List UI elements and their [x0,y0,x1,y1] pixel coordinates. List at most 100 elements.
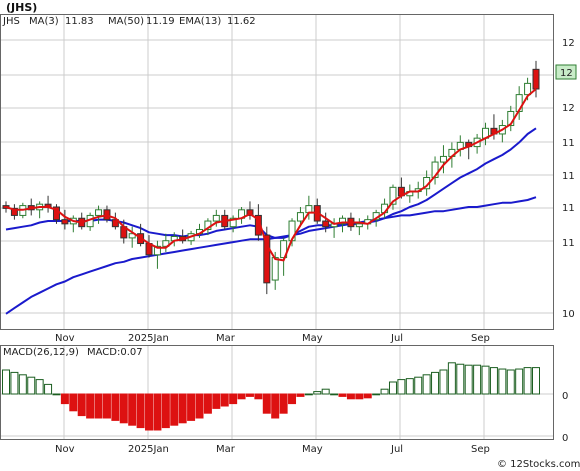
y-tick-label: 12 [562,103,575,114]
y-tick-label: 11 [562,171,575,182]
macd-bar [405,378,414,395]
candle-body [128,233,136,239]
candle-body [439,155,447,163]
x-axis-bottom: Nov 2025Jan Mar May Jul Sep [55,444,490,455]
x-tick-label: Jul [390,333,403,344]
candle [296,207,304,227]
candle [280,237,288,276]
candle [128,226,136,248]
candle [10,204,18,220]
macd-bar [515,368,524,395]
candle [322,212,330,233]
candle [95,205,103,224]
candle [111,212,119,230]
macd-bar [481,365,490,395]
macd-bar [212,393,221,409]
legend-ema-label: EMA(13) [179,16,221,27]
macd-legend-value: MACD:0.07 [87,347,143,358]
candle-body [61,219,69,225]
x-tick-label: May [302,333,323,344]
candle-body [10,207,18,216]
macd-bar [102,393,111,419]
macd-bar [313,391,322,395]
legend-symbol: JHS [2,16,20,27]
macd-legend-label: MACD(26,12,9) [3,347,79,358]
macd-bar [532,367,540,395]
macd-bar [338,393,347,397]
macd-bar [346,393,355,400]
candle [439,145,447,174]
candle-body [212,214,220,222]
price-y-axis: 12 12 11 11 11 11 10 12 [555,38,577,320]
last-price-badge [555,64,577,80]
macd-histogram [2,362,540,431]
macd-bar [473,364,482,395]
macd-bar [170,393,179,426]
macd-bar [203,393,212,414]
candle [246,201,254,220]
y-tick-label: 12 [562,38,575,49]
macd-bar [523,367,532,395]
macd-bar [355,393,364,400]
ma50-series [5,196,537,315]
macd-bar [111,393,120,421]
candle-body [322,220,330,228]
ma3-series [5,88,537,262]
x-tick-label: Sep [471,444,490,455]
candle-body [95,209,103,216]
x-tick-label: 2025Jan [128,444,169,455]
macd-bar [60,393,69,405]
x-axis-top: Nov 2025Jan Mar May Jul Sep [55,333,490,344]
x-tick-label: Mar [216,444,236,455]
candle-body [271,257,279,281]
macd-y-tick-label: 0 [562,433,568,444]
y-tick-label: 11 [562,238,575,249]
macd-bar [380,388,389,395]
ma3-line [5,88,537,262]
candle-body [280,240,288,259]
macd-bar [10,371,19,395]
candle-body [532,68,540,90]
candle [162,233,170,252]
candle [263,226,271,295]
macd-bar [187,393,196,421]
y-tick-label: 11 [562,203,575,214]
candle-body [389,186,397,205]
macd-bar [86,393,95,419]
candle [212,209,220,227]
candle-body [254,214,262,236]
macd-bar [372,393,381,396]
legend-ma3-label: MA(3) [29,16,59,27]
macd-bar [52,393,61,396]
macd-y-tick-label: 0 [562,391,568,402]
x-tick-label: 2025Jan [128,333,169,344]
candle-body [111,219,119,228]
macd-panel: MACD(26,12,9) MACD:0.07 0 0 [0,345,568,444]
macd-bar [489,367,498,395]
macd-bar [77,393,86,417]
legend-ma50-label: MA(50) [108,16,144,27]
macd-bar [136,393,145,429]
price-panel: JHS MA(3) 11.83 MA(50) 11.19 EMA(13) 11.… [0,14,577,330]
macd-bar [439,369,448,395]
x-tick-label: Nov [55,333,75,344]
macd-bar [498,368,507,395]
candle-body [355,223,363,228]
y-tick-label: 10 [562,309,575,320]
candle-body [263,234,271,284]
legend-ma50-value: 11.19 [146,16,175,27]
macd-bar [69,393,78,412]
x-tick-label: May [302,444,323,455]
macd-bar [414,376,423,395]
candle-body [162,240,170,247]
macd-bar [506,369,515,395]
macd-bar [363,393,372,399]
macd-bar [35,379,44,395]
macd-bar [447,362,456,395]
macd-bar [44,383,53,395]
macd-bar [271,393,280,419]
x-tick-label: Mar [216,333,236,344]
candle-body [229,217,237,228]
last-price-label: 12 [560,68,573,79]
